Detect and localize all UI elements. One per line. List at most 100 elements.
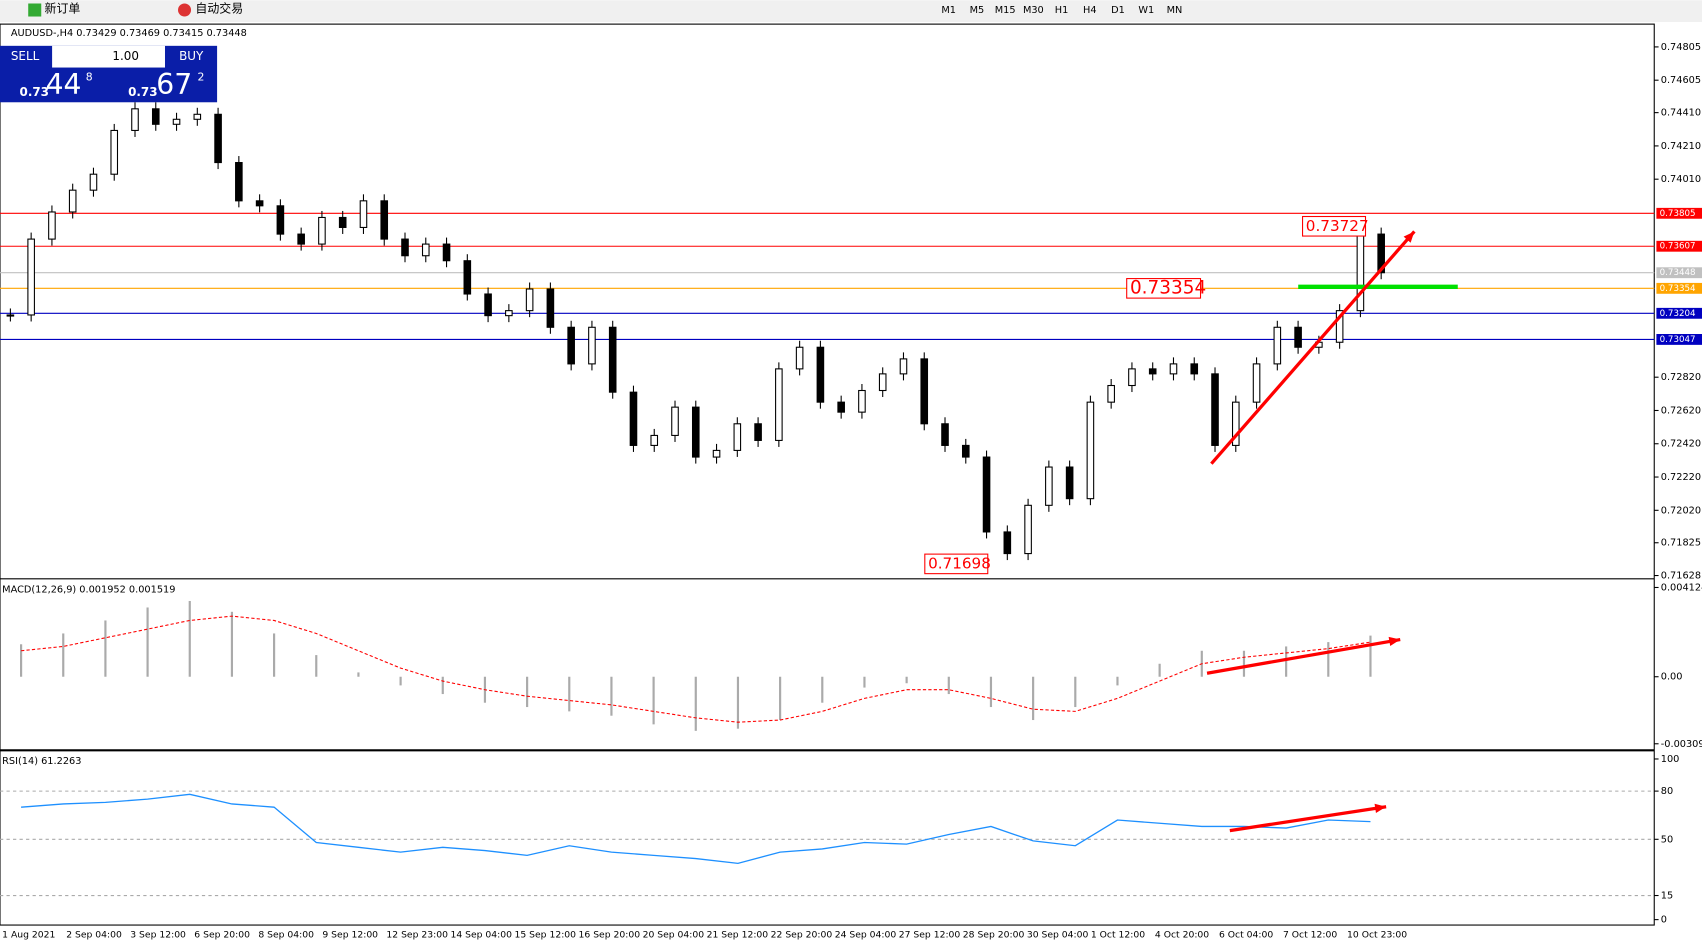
timeframe[interactable]: M30 [1023,5,1044,16]
level-label: 0.73047 [1660,335,1696,345]
macd-bar [1285,646,1288,677]
new-order[interactable]: 新订单 [45,0,81,15]
candle [359,200,368,228]
macd-bar [62,633,65,677]
candle [691,406,700,458]
x-tick-label: 24 Sep 04:00 [835,929,897,940]
candle [1045,466,1053,506]
candle [588,326,596,365]
level-tag [1656,207,1702,219]
level-tag [1656,267,1702,279]
auto-trading[interactable]: 自动交易 [195,0,243,15]
x-tick-label: 3 Sep 12:00 [130,929,186,940]
signal-line [21,615,1371,723]
timeframe[interactable]: M1 [941,5,956,16]
candle [6,314,15,317]
candle [1231,401,1240,446]
candle [1128,368,1136,387]
y-tick-label: 0.71628 [1661,571,1701,582]
candle [235,162,243,202]
candle [172,118,181,125]
annotation-box [1126,278,1202,299]
macd-header: MACD(12,26,9) 0.001952 0.001519 [2,585,175,596]
macd-bar [652,676,655,725]
rsi-line [21,793,1371,865]
x-tick-label: 4 Oct 20:00 [1155,929,1209,940]
new-order-icon[interactable] [28,3,42,17]
y-tick-label: 0.72220 [1661,472,1701,483]
sell-button[interactable]: SELL [11,49,40,63]
candle [380,200,389,240]
macd-bar [399,676,402,686]
trend-arrow [1210,230,1416,465]
candle [1252,363,1261,403]
candle [858,389,866,413]
candle [629,391,638,446]
macd-bar [1242,650,1246,677]
x-tick-label: 30 Sep 04:00 [1027,929,1089,940]
buy-point: 2 [198,70,205,83]
macd-bar [1158,663,1161,677]
toolbar [0,0,1702,22]
candle [567,326,575,365]
candle [1024,504,1032,555]
x-tick-label: 14 Sep 04:00 [450,929,512,940]
timeframe[interactable]: H4 [1083,5,1097,16]
candle [1377,233,1385,274]
x-tick-label: 20 Sep 04:00 [643,929,705,940]
timeframe[interactable]: H1 [1055,5,1069,16]
candle [837,401,845,413]
trend-arrow [1229,805,1387,833]
x-tick-label: 21 Sep 12:00 [707,929,769,940]
macd-bar [905,676,908,684]
candle [297,233,305,245]
candle [48,211,56,240]
chart-frame [0,23,1655,926]
candle [131,108,139,131]
y-tick-label: 0.71825 [1661,538,1701,549]
macd-bar [863,676,866,688]
macd-bar [821,676,824,703]
y-tick-label: 0.72820 [1661,372,1701,383]
candle [255,200,264,207]
x-tick-label: 15 Sep 12:00 [515,929,577,940]
y-tick-label: 0.74805 [1661,42,1701,53]
macd-bar [779,676,782,721]
volume-box[interactable] [52,45,165,68]
candle [733,423,742,451]
timeframe[interactable]: M5 [970,5,985,16]
candle [484,293,492,317]
timeframe[interactable]: M15 [995,5,1016,16]
auto-trading-icon[interactable] [178,3,192,17]
buy-button[interactable]: BUY [179,49,204,63]
candle [1335,310,1344,343]
candle [1107,384,1115,403]
candle [899,358,908,375]
volume[interactable]: 1.00 [112,49,139,63]
candle [525,288,534,312]
candle [608,326,617,393]
timeframe[interactable]: D1 [1111,5,1125,16]
timeframe[interactable]: W1 [1138,5,1154,16]
annotation: 0.73727 [1306,217,1369,235]
x-tick-label: 12 Sep 23:00 [386,929,448,940]
x-tick-label: 10 Oct 23:00 [1347,929,1407,940]
candle [775,368,783,441]
macd-bar [1074,676,1077,708]
timeframe[interactable]: MN [1167,5,1183,16]
candle [318,216,326,245]
candle [650,434,659,446]
x-tick-label: 28 Sep 20:00 [963,929,1025,940]
level-label: 0.73805 [1660,209,1696,219]
trade-panel: SELL BUY 1.00 0.73 44 8 0.73 67 2 [0,45,218,103]
y-tick-label: 0.72620 [1661,405,1701,416]
level-label: 0.73354 [1660,284,1696,294]
macd-bar [1327,642,1330,677]
x-tick-label: 7 Oct 12:00 [1283,929,1337,940]
macd-bar [357,672,360,677]
candle [961,444,970,458]
candle [193,113,202,120]
macd-bar [694,676,697,731]
